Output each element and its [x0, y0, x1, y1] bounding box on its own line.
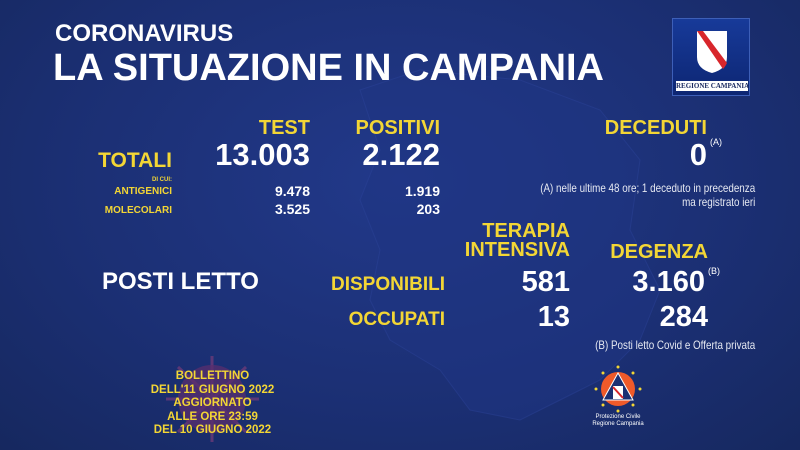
degenza-note: (B) Posti letto Covid e Offerta privata	[594, 338, 755, 352]
occupati-ti-value: 13	[537, 301, 570, 333]
deceduti-note-1: (A) nelle ultime 48 ore; 1 deceduto in p…	[540, 181, 755, 195]
page-title: LA SITUAZIONE IN CAMPANIA	[53, 47, 604, 89]
note-marker-b: (B)	[708, 266, 720, 276]
occupati-label: OCCUPATI	[348, 309, 445, 330]
disponibili-ti-value: 581	[521, 266, 570, 298]
virus-icon	[166, 356, 259, 442]
regione-campania-logo: REGIONE CAMPANIA	[672, 18, 750, 96]
disponibili-degenza-value: 3.160 (B)	[632, 266, 720, 298]
totali-positivi-value: 2.122	[362, 137, 440, 172]
occupati-degenza-value: 284	[659, 301, 708, 333]
deceduti-note-2: ma registrato ieri	[681, 195, 755, 209]
col-degenza-header: DEGENZA	[610, 241, 708, 263]
kicker-title: CORONAVIRUS	[55, 20, 234, 47]
shield-icon	[697, 31, 727, 73]
protezione-civile-text: Protezione Civile Regione Campania	[592, 414, 644, 427]
protezione-civile-logo	[594, 365, 642, 413]
col-positivi-header: POSITIVI	[355, 117, 440, 139]
disponibili-label: DISPONIBILI	[330, 274, 445, 295]
antigenici-test: 9.478	[274, 183, 310, 199]
note-marker-a: (A)	[710, 137, 722, 147]
posti-letto-title: POSTI LETTO	[102, 268, 259, 295]
totali-test-value: 13.003	[215, 137, 310, 172]
deceduti-header: DECEDUTI	[604, 117, 707, 139]
molecolari-label: MOLECOLARI	[104, 205, 172, 216]
logo-text: REGIONE CAMPANIA	[676, 81, 750, 91]
molecolari-positivi: 203	[416, 201, 440, 217]
molecolari-test: 3.525	[274, 201, 310, 217]
antigenici-label: ANTIGENICI	[114, 186, 172, 197]
bulletin-text: BOLLETTINO DELL'11 GIUGNO 2022 AGGIORNAT…	[150, 370, 275, 436]
col-terapia-intensiva-header: TERAPIA INTENSIVA	[464, 220, 570, 261]
antigenici-positivi: 1.919	[404, 183, 440, 199]
totali-label: TOTALI	[98, 149, 172, 172]
deceduti-value: 0 (A)	[689, 137, 722, 172]
col-test-header: TEST	[258, 117, 310, 139]
di-cui-label: DI CUI:	[152, 177, 172, 183]
